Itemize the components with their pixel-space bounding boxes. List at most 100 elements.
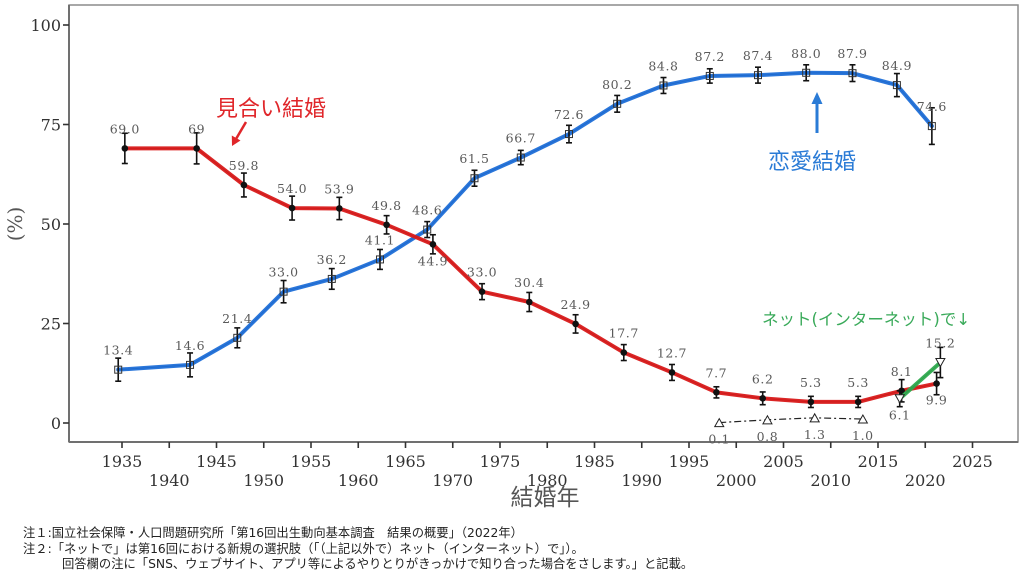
x-tick-label: 2000 xyxy=(716,471,757,490)
data-label: 41.1 xyxy=(365,232,395,247)
data-label: 87.9 xyxy=(837,46,867,61)
data-point-circle xyxy=(193,145,200,152)
annotations: 見合い結婚 恋愛結婚 ネット(インターネット)で↓ xyxy=(216,92,970,329)
data-label: 54.0 xyxy=(277,181,307,196)
data-label: 33.0 xyxy=(268,265,298,280)
x-axis-title: 結婚年 xyxy=(511,485,580,511)
data-point-square xyxy=(423,225,432,234)
x-tick-label: 1955 xyxy=(291,452,332,471)
axes: (%) 結婚年 0 25 50 75 100 1935 1940 1945 1950 1955 19… xyxy=(3,16,993,511)
data-label: 44.9 xyxy=(418,253,448,268)
data-label: 0.8 xyxy=(757,429,779,444)
data-label: 1.3 xyxy=(804,427,826,442)
data-label: 5.3 xyxy=(847,375,869,390)
data-label: 14.6 xyxy=(175,338,205,353)
x-tick-label: 1995 xyxy=(669,452,710,471)
data-point-square xyxy=(564,130,573,139)
renai-arrowhead-icon xyxy=(811,92,823,104)
data-point-square xyxy=(802,68,811,77)
series-line xyxy=(122,146,939,404)
series-layer: 13.4 14.6 21.4 33.0 36.2 41.1 48.6 61.5 66.7 72.6… xyxy=(103,46,955,447)
data-label: 84.9 xyxy=(882,58,912,73)
x-tick-label: 1990 xyxy=(621,471,662,490)
annotation-net: ネット(インターネット)で↓ xyxy=(762,310,970,329)
data-point-circle xyxy=(854,398,862,406)
note-2: 注２:「ネットで」は第16回における新規の選択肢（「（上記以外で）ネット（インタ… xyxy=(23,541,584,556)
data-point-circle xyxy=(383,221,390,229)
y-tick-label: 100 xyxy=(30,16,61,35)
data-point-triangle xyxy=(762,414,773,425)
data-label: 12.7 xyxy=(657,345,687,360)
data-label: 15.2 xyxy=(925,336,955,351)
series-2: 0.1 0.8 1.3 1.0 6.1 15.2 xyxy=(708,336,955,447)
data-point-circle xyxy=(429,240,437,248)
data-point-square xyxy=(659,81,668,90)
note-2-continued: 回答欄の注に「SNS、ウェブサイト、アプリ等によるやりとりがきっかけで知り合った… xyxy=(62,557,694,571)
x-tick-label: 1940 xyxy=(149,471,190,490)
series-line-dashdot xyxy=(719,417,863,424)
annotation-miai-kekkon: 見合い結婚 xyxy=(216,97,326,122)
data-point-square xyxy=(470,174,479,183)
data-point-triangle xyxy=(857,414,869,424)
x-tick-label: 2025 xyxy=(952,452,993,471)
data-label: 36.2 xyxy=(317,252,347,267)
data-label: 74.6 xyxy=(917,99,947,114)
data-label: 9.9 xyxy=(926,393,948,408)
data-label: 48.6 xyxy=(412,203,442,218)
data-label: 24.9 xyxy=(560,297,590,312)
data-point-triangle-down xyxy=(935,358,946,368)
data-point-circle xyxy=(336,205,343,212)
data-point-square xyxy=(114,365,123,374)
data-point-square xyxy=(279,287,288,296)
y-axis-title: (%) xyxy=(3,207,27,242)
x-tick-label: 1960 xyxy=(338,471,379,490)
x-tick-label: 1970 xyxy=(432,471,473,490)
series-line xyxy=(897,360,943,401)
x-tick-label: 1945 xyxy=(196,452,237,471)
data-label: 6.1 xyxy=(889,408,911,423)
x-tick-label: 1980 xyxy=(527,471,568,490)
x-tick-label: 1985 xyxy=(574,452,615,471)
x-tick-label: 2005 xyxy=(763,452,804,471)
data-label: 8.1 xyxy=(891,364,913,379)
y-tick-label: 0 xyxy=(51,414,61,433)
data-point-circle xyxy=(525,298,533,306)
x-tick-label: 1935 xyxy=(102,452,143,471)
data-point-triangle-down xyxy=(894,394,906,404)
data-point-circle xyxy=(807,398,815,406)
data-label: 0.1 xyxy=(708,432,730,447)
plot-frame xyxy=(68,4,1019,443)
data-label: 84.8 xyxy=(648,58,678,73)
data-label: 87.2 xyxy=(695,49,725,64)
marriage-type-chart: (%) 結婚年 0 25 50 75 100 1935 1940 1945 1950 1955 19… xyxy=(3,4,1019,511)
data-label: 53.9 xyxy=(324,181,354,196)
data-point-circle xyxy=(288,204,296,212)
data-point-square xyxy=(186,360,195,369)
miai-arrowhead-icon xyxy=(231,135,241,146)
data-point-square xyxy=(613,99,622,108)
data-label: 59.8 xyxy=(229,158,259,173)
x-tick-label: 2010 xyxy=(810,471,851,490)
data-point-circle xyxy=(668,369,676,376)
data-point-circle xyxy=(933,380,940,387)
note-1: 注１:国立社会保障・人口問題研究所「第16回出生動向基本調査 結果の概要」（20… xyxy=(23,526,523,540)
data-label: 21.4 xyxy=(222,311,252,326)
y-tick-label: 75 xyxy=(41,116,61,135)
data-point-square xyxy=(753,71,762,80)
miai-arrow-icon xyxy=(234,121,248,140)
y-tick-label: 25 xyxy=(41,315,61,334)
data-point-circle xyxy=(240,181,248,189)
data-point-square xyxy=(516,153,525,162)
data-label: 33.0 xyxy=(467,265,497,280)
data-label: 69 xyxy=(188,121,205,136)
plot-area xyxy=(68,4,1019,443)
data-point-square xyxy=(848,69,857,78)
series-1: 69.0 69 59.8 54.0 53.9 49.8 44.9 33.0 30.4 24.9 17… xyxy=(110,121,948,409)
data-point-square xyxy=(375,255,384,264)
y-tick-label: 50 xyxy=(41,215,61,234)
x-tick-label: 2015 xyxy=(858,452,899,471)
data-label: 87.4 xyxy=(743,48,773,63)
data-point-triangle xyxy=(713,417,725,428)
x-tick-label: 2020 xyxy=(905,471,946,490)
x-tick-label: 1975 xyxy=(480,452,521,471)
